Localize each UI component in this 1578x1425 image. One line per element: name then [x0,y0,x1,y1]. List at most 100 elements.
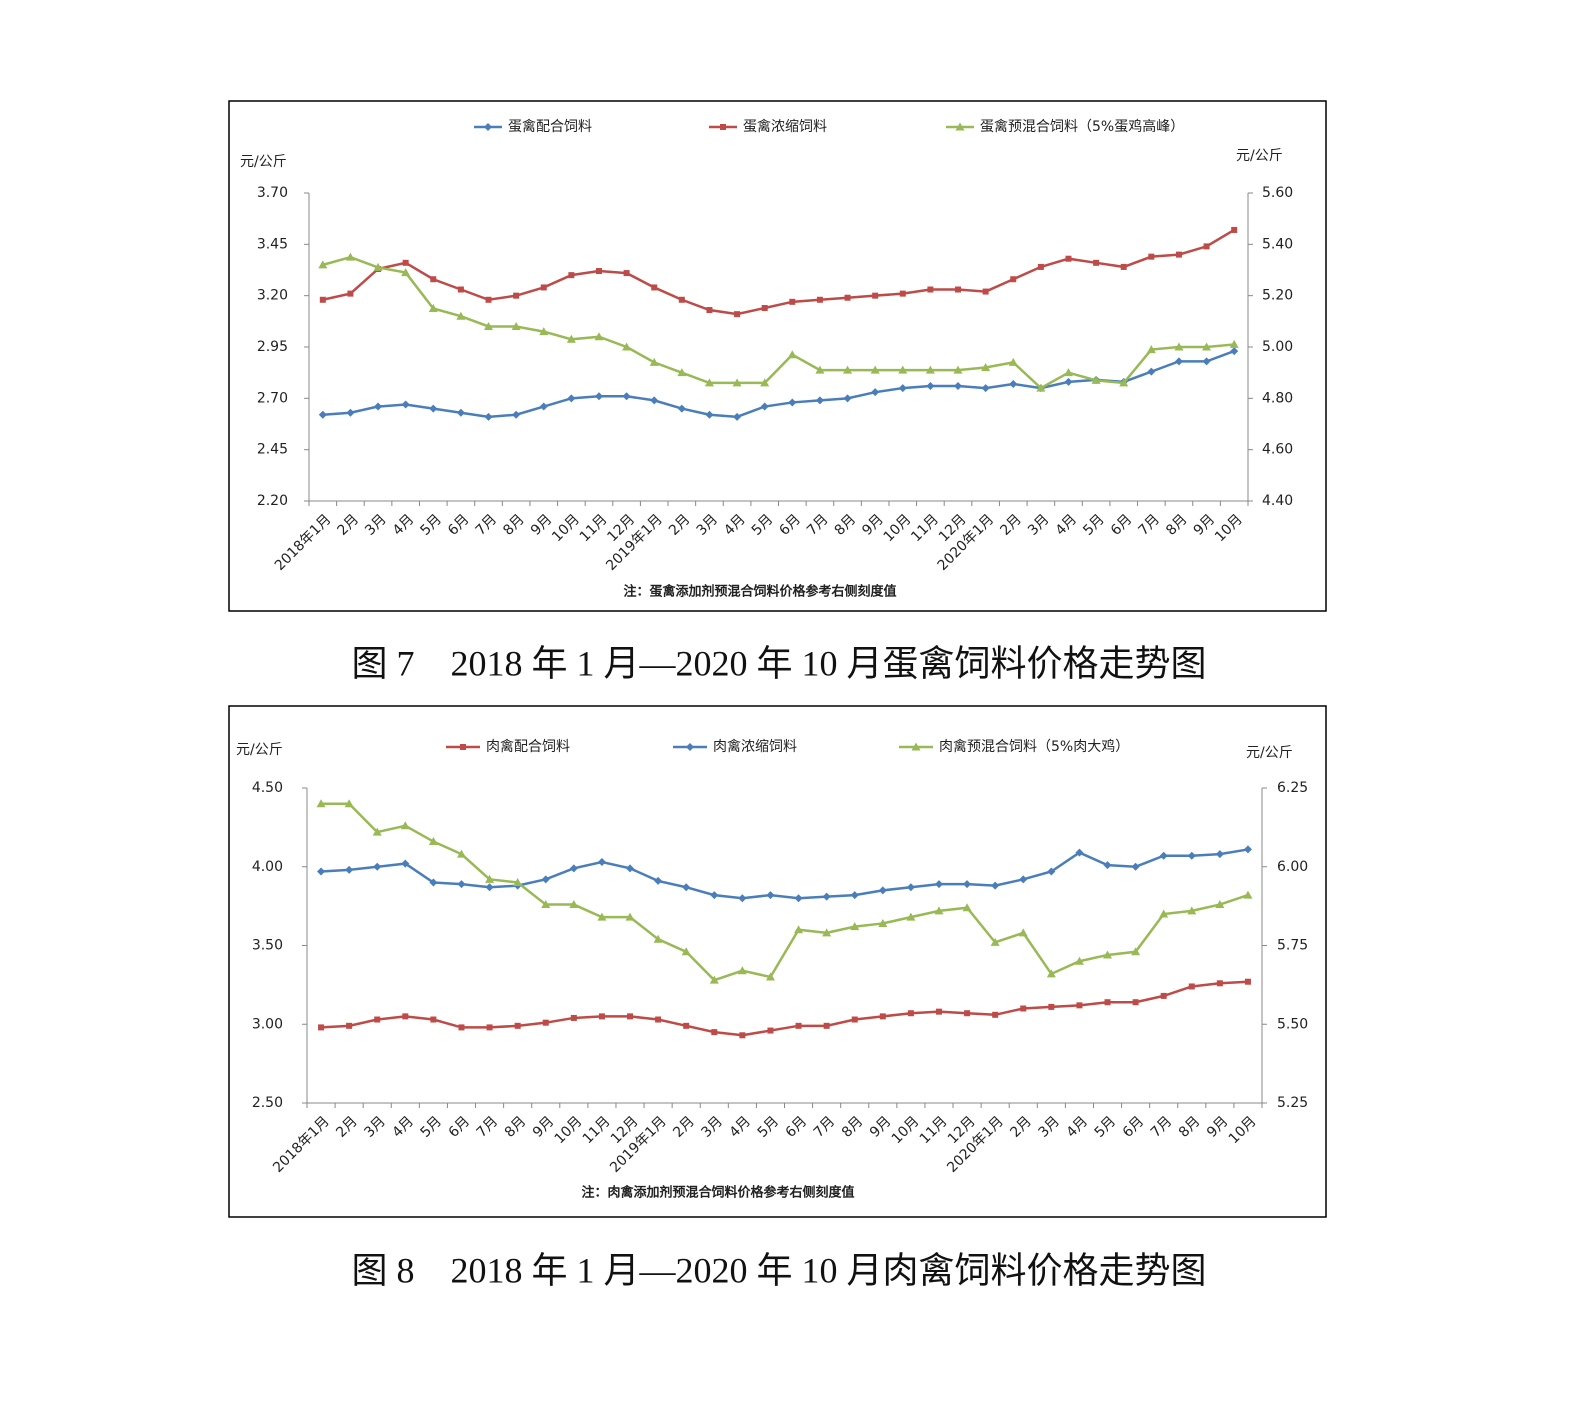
marker [541,900,551,909]
marker [374,402,383,411]
x-tick-label: 8月 [500,511,528,539]
x-tick-label: 5月 [1092,1113,1120,1141]
marker [318,410,327,419]
series-line [322,228,1235,316]
x-tick-label: 2018年1月 [272,511,335,574]
marker [319,296,326,303]
marker [460,744,466,750]
marker [934,880,943,889]
y2-tick-label: 5.25 [1277,1095,1308,1111]
x-tick-label: 8月 [839,1113,867,1141]
marker [1159,851,1168,860]
marker [567,394,576,403]
marker [347,290,354,297]
y-tick-label: 3.50 [252,938,283,954]
marker [899,290,906,297]
marker [539,402,548,411]
marker [401,859,410,868]
marker [982,288,989,295]
marker [622,392,631,401]
marker [622,342,632,351]
marker [317,867,326,876]
marker [981,363,991,372]
marker [682,883,691,892]
y2-axis-label: 元/公斤 [1246,745,1293,761]
x-tick-label: 4月 [727,1113,755,1141]
series-line [322,255,1235,390]
marker [1187,906,1197,915]
series-line [320,980,1249,1037]
marker [401,400,410,409]
marker [734,311,741,318]
marker [843,365,853,374]
x-tick-label: 3月 [362,511,390,539]
marker [709,975,719,984]
marker [990,937,1000,946]
x-tick-label: 6月 [783,1113,811,1141]
marker [1187,851,1196,860]
marker [906,883,915,892]
legend-label: 肉禽配合饲料 [486,738,570,755]
marker [1202,342,1212,351]
marker [686,743,694,751]
marker [1120,263,1127,270]
marker [955,122,965,131]
marker [456,849,466,858]
x-tick-label: 5月 [417,511,445,539]
marker [1119,378,1129,387]
marker [1008,357,1018,366]
y2-tick-label: 5.60 [1262,185,1293,201]
marker [372,827,382,836]
marker [760,402,769,411]
marker [1132,999,1139,1006]
x-tick-label: 11月 [577,511,611,545]
marker [823,1022,830,1029]
marker [787,350,797,359]
marker [566,334,576,343]
marker [1048,1003,1055,1010]
y-tick-label: 2.50 [252,1095,283,1111]
series-line [322,349,1235,419]
x-tick-label: 7月 [473,511,501,539]
marker [706,307,713,314]
marker [627,1013,634,1020]
marker [879,1013,886,1020]
marker [626,864,635,873]
chart-frame [228,705,1327,1218]
marker [1244,978,1251,985]
marker [964,1010,971,1017]
y2-tick-label: 4.80 [1262,390,1293,406]
marker [346,1022,353,1029]
x-tick-label: 6月 [776,511,804,539]
marker [815,396,824,405]
marker [878,886,887,895]
legend-label: 肉禽预混合饲料（5%肉大鸡） [939,738,1129,755]
marker [1160,992,1167,999]
marker [954,382,963,391]
y2-tick-label: 4.40 [1262,493,1293,509]
marker [767,1027,774,1034]
marker [429,404,438,413]
x-tick-label: 3月 [1025,511,1053,539]
marker [1036,383,1046,392]
marker [1019,875,1028,884]
marker [401,268,411,277]
marker [761,304,768,311]
marker [1047,867,1056,876]
marker [486,1024,493,1031]
x-tick-label: 3月 [1035,1113,1063,1141]
y2-tick-label: 5.20 [1262,288,1293,304]
x-tick-label: 6月 [445,511,473,539]
x-tick-label: 6月 [1120,1113,1148,1141]
marker [569,864,578,873]
marker [513,878,523,886]
marker [456,311,466,320]
marker [794,925,804,934]
x-tick-label: 2月 [335,511,363,539]
marker [457,880,466,889]
marker [683,1022,690,1029]
x-tick-label: 10月 [552,1113,586,1147]
x-tick-label: 2月 [1007,1113,1035,1141]
x-tick-label: 10月 [881,511,915,545]
y-tick-label: 2.20 [257,493,288,509]
